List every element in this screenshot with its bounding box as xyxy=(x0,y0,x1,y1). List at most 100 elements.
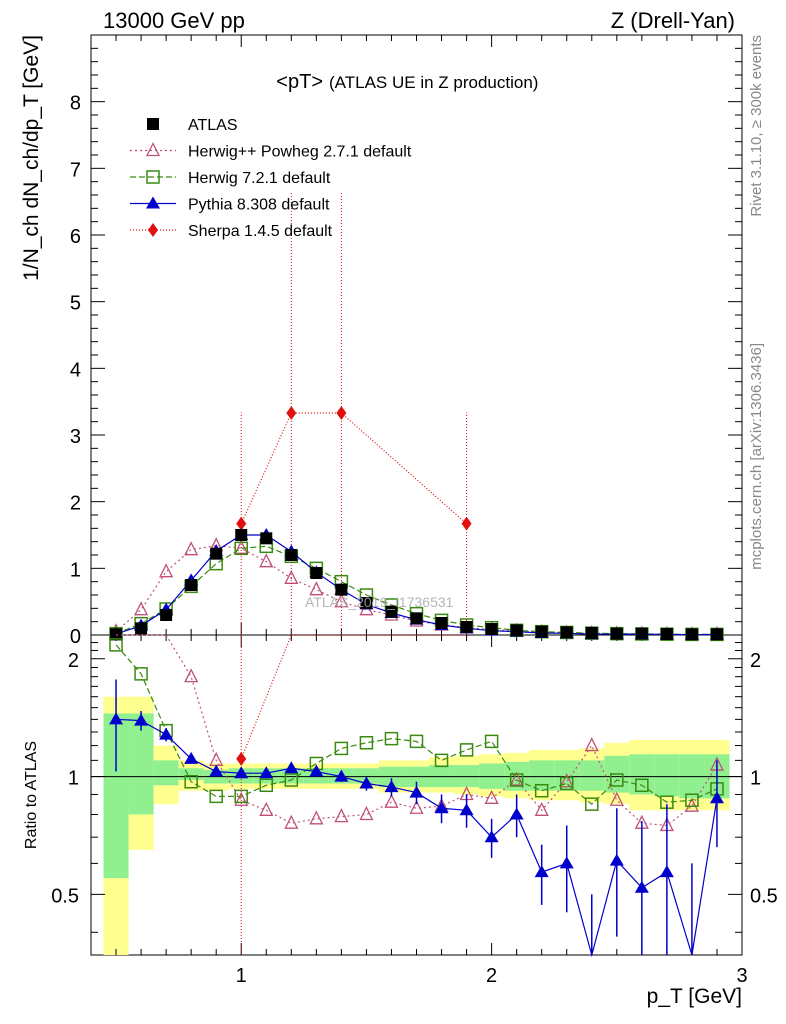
legend-pythia-marker xyxy=(146,196,160,209)
series-atlas-point xyxy=(610,627,623,640)
ratio-pythia-point xyxy=(209,764,224,777)
ratio-herwig-point xyxy=(259,778,274,793)
ratio-pythia-point xyxy=(484,830,499,843)
ratio-herwig-point xyxy=(359,736,374,750)
series-atlas-point xyxy=(360,597,373,609)
series-atlas-point xyxy=(560,626,573,639)
chart-subtitle: (ATLAS UE in Z production) xyxy=(329,73,538,92)
ratio-sherpa-line xyxy=(240,634,467,760)
series-herwig-point xyxy=(334,593,349,608)
ratio-herwig-point xyxy=(209,789,223,804)
legend-sherpa-marker xyxy=(148,223,158,237)
series-atlas-point xyxy=(510,624,523,637)
series-atlas-point xyxy=(635,627,648,640)
ratio-series-group xyxy=(109,634,725,958)
x-tick-label: 2 xyxy=(486,965,497,987)
ratio-herwig-point xyxy=(184,774,198,789)
ratio-tick-label-right: 1 xyxy=(750,768,761,790)
ratio-herwig-point xyxy=(259,801,274,816)
chart-title: <pT> xyxy=(276,71,323,93)
band-inner xyxy=(654,754,680,797)
series-atlas-point xyxy=(235,529,248,541)
rivet-label: Rivet 3.1.10, ≥ 300k events xyxy=(748,35,765,217)
series-atlas-point xyxy=(335,583,348,596)
series-atlas-point xyxy=(160,609,173,621)
mcplots-label: mcplots.cern.ch [arXiv:1306.3436] xyxy=(748,343,765,570)
ratio-herwig-point xyxy=(609,791,624,806)
ratio-herwig-point xyxy=(685,793,699,807)
series-atlas-point xyxy=(110,628,123,641)
ratio-herwig-point xyxy=(184,668,199,683)
series-herwig-point xyxy=(159,563,174,578)
ratio-herwig-point xyxy=(409,799,424,814)
series-herwig-point xyxy=(184,541,199,556)
main-axis-ticks: 0 1 2 3 4 5 6 7 8 xyxy=(70,34,743,648)
ratio-tick-label: 2 xyxy=(68,650,79,672)
ratio-pythia-point xyxy=(434,801,449,814)
ratio-herwig-point xyxy=(384,731,399,746)
y-tick-label: 6 xyxy=(70,226,81,248)
legend-herwig-label: Herwig++ Powheg 2.7.1 default xyxy=(188,144,412,161)
ratio-pythia-point xyxy=(509,807,524,820)
ratio-herwig-point xyxy=(409,734,424,749)
legend: ATLAS Herwig++ Powheg 2.7.1 default Herwig… xyxy=(130,117,412,240)
series-sherpa-point xyxy=(286,406,297,420)
ratio-pythia-point xyxy=(284,761,299,774)
ratio-pythia-point xyxy=(334,769,349,782)
series-atlas-point xyxy=(410,612,423,625)
ratio-pythia-point xyxy=(184,751,199,764)
y-tick-label: 5 xyxy=(70,293,81,315)
main-series-group xyxy=(108,191,725,642)
ratio-pythia-point xyxy=(359,776,374,789)
series-herwig-point xyxy=(309,581,324,596)
ratio-herwig-point xyxy=(484,734,499,749)
series-atlas-point xyxy=(535,625,548,638)
ratio-tick-label-right: 0.5 xyxy=(750,885,778,907)
legend-atlas-marker xyxy=(147,118,159,130)
series-sherpa-point xyxy=(236,516,247,531)
ratio-herwig-point xyxy=(309,810,324,825)
header-left: 13000 GeV pp xyxy=(103,8,245,33)
header-right: Z (Drell-Yan) xyxy=(611,8,735,33)
ratio-pythia-point xyxy=(259,766,274,779)
ratio-sherpa-point xyxy=(236,751,247,766)
ratio-herwig-point xyxy=(234,791,249,806)
ratio-herwig-point xyxy=(484,789,499,804)
ratio-herwig-point xyxy=(334,808,349,823)
series-sherpa-point xyxy=(336,406,347,420)
ratio-herwig-point xyxy=(534,783,549,798)
series-atlas-point xyxy=(385,605,398,618)
ratio-herwig-point xyxy=(610,773,624,787)
legend-atlas-label: ATLAS xyxy=(188,117,238,134)
band-inner xyxy=(178,768,204,780)
y-tick-label: 1 xyxy=(70,559,81,581)
series-atlas-point xyxy=(210,547,223,560)
ratio-uncertainty-bands xyxy=(91,696,742,955)
band-inner xyxy=(153,760,179,786)
ratio-herwig-point xyxy=(284,773,299,787)
ratio-pythia-point xyxy=(384,780,399,793)
ratio-herwig-point xyxy=(109,638,123,652)
series-herwig-point xyxy=(259,553,274,568)
y-tick-label: 3 xyxy=(70,426,81,448)
ratio-herwig-point xyxy=(584,737,599,752)
series-atlas-point xyxy=(135,622,148,635)
ratio-pythia-point xyxy=(234,766,249,779)
ratio-pythia-point xyxy=(459,803,474,816)
series-atlas-point xyxy=(285,549,298,561)
ratio-tick-label: 1 xyxy=(68,768,79,790)
series-atlas-point xyxy=(585,627,598,639)
series-atlas-point xyxy=(435,617,448,629)
watermark: ATLAS_2019_I1736531 xyxy=(305,594,454,610)
y-tick-label: 7 xyxy=(70,159,81,181)
ratio-herwig-point xyxy=(459,743,474,757)
band-inner xyxy=(579,760,605,791)
series-atlas-point xyxy=(310,567,323,579)
ratio-herwig-point xyxy=(559,773,574,788)
ratio-herwig-point xyxy=(359,806,374,821)
y-tick-label: 8 xyxy=(70,93,81,115)
ratio-pythia-point xyxy=(659,865,674,878)
series-atlas-point xyxy=(685,628,698,641)
ratio-tick-label: 0.5 xyxy=(51,885,79,907)
